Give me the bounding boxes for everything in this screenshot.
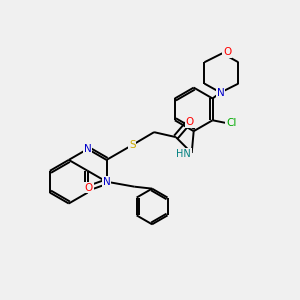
- Text: S: S: [129, 140, 136, 150]
- Text: N: N: [217, 88, 224, 98]
- Text: O: O: [223, 47, 231, 57]
- Text: O: O: [85, 183, 93, 193]
- Text: Cl: Cl: [226, 118, 237, 128]
- Text: HN: HN: [176, 149, 191, 159]
- Text: O: O: [186, 117, 194, 127]
- Text: N: N: [103, 177, 110, 187]
- Text: N: N: [84, 144, 92, 154]
